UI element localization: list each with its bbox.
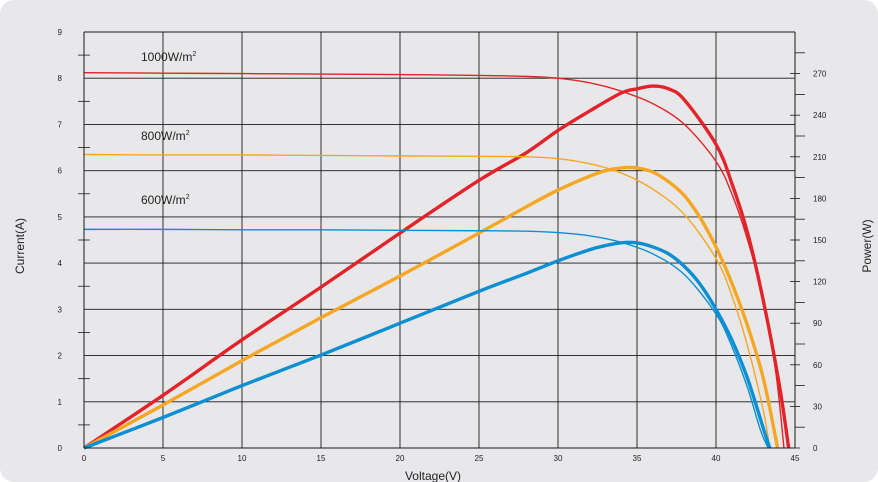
y-left-tick-label: 5 — [58, 213, 63, 222]
x-tick-label: 0 — [82, 454, 87, 463]
power-curve-800 — [83, 165, 780, 450]
series-label-600: 600W/m2 — [141, 193, 190, 207]
series-label-800: 800W/m2 — [141, 129, 190, 143]
y-axis-left-title: Current(A) — [13, 218, 27, 274]
y-right-tick-label: 180 — [813, 194, 827, 203]
y-right-tick-label: 210 — [813, 153, 827, 162]
y-right-tick-label: 90 — [813, 319, 822, 328]
x-tick-label: 15 — [317, 454, 326, 463]
y-left-tick-label: 7 — [58, 120, 63, 129]
y-left-tick-label: 6 — [58, 167, 63, 176]
x-tick-label: 45 — [791, 454, 800, 463]
y-right-tick-label: 150 — [813, 236, 827, 245]
y-right-tick-label: 30 — [813, 402, 822, 411]
y-right-tick-label: 240 — [813, 111, 827, 120]
x-tick-label: 40 — [712, 454, 721, 463]
y-left-tick-label: 0 — [58, 444, 63, 453]
series-label-sup: 2 — [186, 130, 190, 137]
axes — [78, 32, 805, 449]
x-tick-label: 30 — [554, 454, 563, 463]
x-tick-label: 10 — [238, 454, 247, 463]
y-left-tick-label: 9 — [58, 28, 63, 37]
power-curve-1000 — [83, 84, 791, 450]
x-axis-title: Voltage(V) — [405, 469, 461, 482]
y-left-tick-label: 1 — [58, 398, 63, 407]
current-curve-800 — [83, 153, 771, 449]
y-axis-right-title: Power(W) — [860, 219, 874, 272]
series-label-sup: 2 — [192, 51, 196, 58]
x-tick-label: 20 — [396, 454, 405, 463]
x-tick-label: 5 — [161, 454, 166, 463]
y-left-tick-label: 4 — [58, 259, 63, 268]
y-left-tick-label: 2 — [58, 352, 63, 361]
y-right-tick-label: 0 — [813, 444, 818, 453]
series-label-sup: 2 — [186, 194, 190, 201]
plot-lines — [83, 71, 791, 450]
y-right-tick-label: 270 — [813, 70, 827, 79]
x-tick-label: 35 — [633, 454, 642, 463]
current-curve-600 — [83, 228, 769, 449]
y-left-tick-label: 3 — [58, 305, 63, 314]
series-label-1000: 1000W/m2 — [141, 50, 196, 64]
power-curve-600 — [83, 240, 772, 450]
y-left-tick-label: 8 — [58, 74, 63, 83]
x-tick-label: 25 — [475, 454, 484, 463]
y-right-tick-label: 60 — [813, 361, 822, 370]
tick-labels: 0 5 10 15 20 25 30 35 40 450123456789030609012015… — [58, 28, 827, 463]
y-right-tick-label: 120 — [813, 278, 827, 287]
series-labels: 1000W/m2 800W/m2 600W/m2 — [141, 50, 196, 207]
